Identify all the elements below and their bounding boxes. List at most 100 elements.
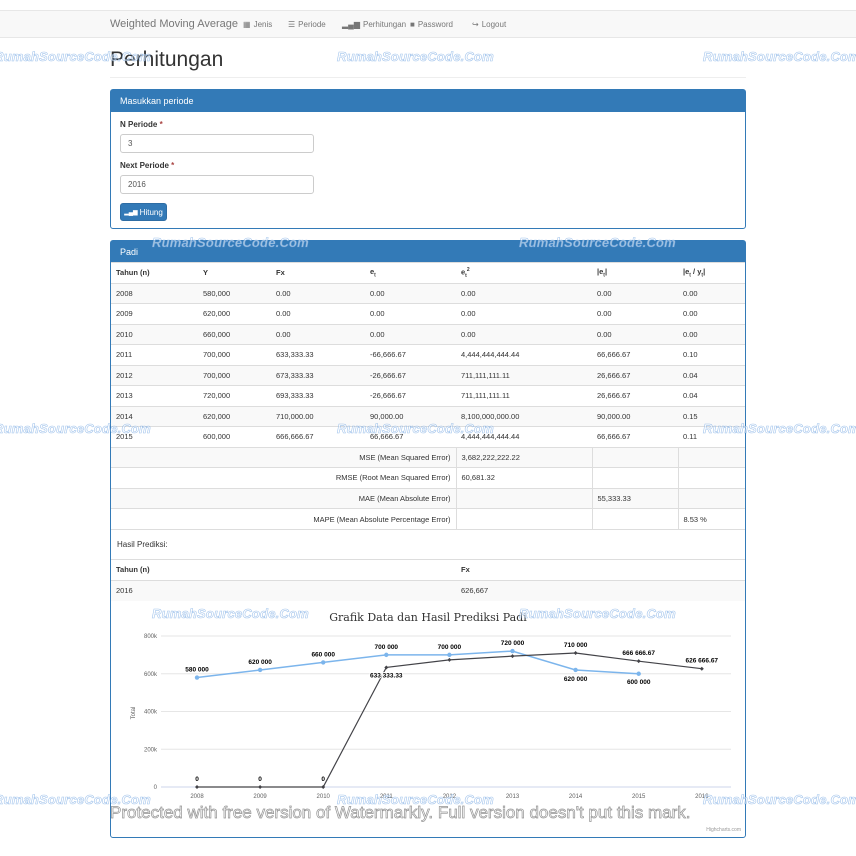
table-cell: 0.00	[271, 303, 365, 324]
data-point[interactable]	[636, 659, 641, 664]
x-tick-label: 2012	[443, 794, 457, 800]
data-label: 720 000	[501, 640, 525, 647]
data-label: 660 000	[311, 651, 335, 658]
nav-item-password[interactable]: ■ Password	[410, 20, 453, 29]
calculation-table: Tahun (n) Y Fx et et2 |et| |et / yt| 200…	[111, 262, 745, 529]
prediction-table: Tahun (n) Fx 2016 626,667	[111, 559, 745, 601]
data-label: 0	[258, 776, 262, 783]
table-cell: 4,444,444,444.44	[456, 344, 592, 365]
data-point[interactable]	[258, 785, 263, 789]
hasil-prediksi-label: Hasil Prediksi:	[111, 529, 745, 559]
data-point[interactable]	[447, 657, 452, 662]
table-cell: 66,666.67	[365, 426, 456, 447]
mape-value: 8.53 %	[677, 508, 745, 529]
x-tick-label: 2010	[317, 794, 331, 800]
table-cell: 90,000.00	[592, 405, 678, 427]
data-label: 700 000	[375, 644, 399, 651]
table-row: 2008 580,000 0.00 0.00 0.00 0.00 0.00	[111, 282, 745, 304]
data-label: 626 666.67	[686, 658, 719, 665]
table-cell: 0.04	[678, 385, 745, 406]
pred-value: 626,667	[456, 579, 745, 601]
table-cell: 0.00	[592, 282, 678, 304]
data-point[interactable]	[321, 660, 326, 665]
y-tick-label: 400k	[144, 710, 158, 716]
mse-label: MSE (Mean Squared Error)	[111, 446, 456, 468]
table-cell: 90,000.00	[365, 405, 456, 427]
navbar: Weighted Moving Average ▦ Jenis ☰ Period…	[0, 10, 856, 38]
table-row: 2011 700,000 633,333.33 -66,666.67 4,444,444…	[111, 344, 745, 365]
table-row: 2009 620,000 0.00 0.00 0.00 0.00 0.00	[111, 303, 745, 324]
data-point[interactable]	[510, 648, 515, 654]
bar-chart-icon: ▂▄▆	[124, 209, 138, 216]
navbar-brand[interactable]: Weighted Moving Average	[110, 18, 239, 30]
col-header: |et|	[592, 262, 678, 283]
table-cell: 660,000	[198, 323, 271, 345]
table-cell: 2010	[111, 323, 198, 345]
x-tick-label: 2016	[695, 794, 709, 800]
nav-item-logout[interactable]: ↪ Logout	[472, 20, 506, 29]
mae-value: 55,333.33	[591, 487, 678, 509]
col-header: Tahun (n)	[111, 262, 198, 283]
table-cell: 2013	[111, 385, 198, 406]
table-cell: -26,666.67	[365, 385, 456, 406]
table-cell: 66,666.67	[592, 426, 678, 447]
chart-credits[interactable]: Highcharts.com	[706, 827, 741, 833]
period-form-panel: Masukkan periode N Periode * 3 Next Peri…	[110, 89, 746, 229]
y-axis-label: Total	[131, 707, 137, 720]
data-point[interactable]	[195, 785, 199, 789]
data-point[interactable]	[384, 665, 389, 670]
data-label: 710 000	[564, 642, 588, 649]
table-cell: 711,111,111.11	[456, 385, 592, 406]
rmse-value: 60,681.32	[455, 467, 592, 488]
rmse-row: RMSE (Root Mean Squared Error) 60,681.32	[111, 467, 745, 488]
table-cell: 673,333.33	[271, 364, 365, 386]
table-cell: 0.00	[365, 303, 456, 324]
watermark-text: RumahSourceCode.Com	[337, 49, 494, 65]
col-header: Tahun (n)	[111, 559, 456, 580]
data-point[interactable]	[636, 671, 641, 676]
y-tick-label: 200k	[144, 747, 158, 753]
data-label: 580 000	[185, 667, 209, 674]
table-cell: 4,444,444,444.44	[456, 426, 592, 447]
col-header: et	[365, 262, 456, 283]
footer-watermark: Protected with free version of Watermark…	[110, 803, 691, 823]
table-cell: 0.00	[271, 323, 365, 345]
table-cell: 0.00	[365, 323, 456, 345]
table-cell: 2009	[111, 303, 198, 324]
table-cell: 2015	[111, 426, 198, 447]
n-periode-input[interactable]: 3	[120, 134, 314, 153]
data-point[interactable]	[510, 654, 515, 659]
data-point[interactable]	[447, 652, 452, 658]
data-point[interactable]	[321, 785, 326, 789]
data-point[interactable]	[573, 650, 578, 655]
table-row: 2015 600,000 666,666.67 66,666.67 4,444,444,…	[111, 426, 745, 447]
table-cell: 2014	[111, 405, 198, 427]
data-point[interactable]	[257, 667, 263, 673]
watermark-text: RumahSourceCode.Com	[703, 49, 856, 65]
lock-icon: ■	[410, 20, 415, 29]
table-cell: 0.00	[271, 282, 365, 304]
result-panel: Padi Tahun (n) Y Fx et et2 |et| |et / yt…	[110, 240, 746, 838]
nav-item-label: Periode	[298, 20, 326, 29]
table-cell: 693,333.33	[271, 385, 365, 406]
data-point[interactable]	[194, 675, 200, 680]
pred-year: 2016	[111, 579, 456, 601]
next-periode-label: Next Periode *	[120, 161, 175, 170]
table-cell: 0.04	[678, 364, 745, 386]
data-point[interactable]	[384, 652, 389, 658]
nav-item-label: Password	[417, 20, 453, 29]
table-cell: 710,000.00	[271, 405, 365, 427]
nav-item-periode[interactable]: ☰ Periode	[288, 20, 326, 29]
data-point[interactable]	[699, 666, 704, 671]
nav-item-jenis[interactable]: ▦ Jenis	[243, 20, 272, 29]
table-cell: 600,000	[198, 426, 271, 447]
table-cell: 26,666.67	[592, 364, 678, 386]
x-tick-label: 2015	[632, 794, 646, 800]
next-periode-input[interactable]: 2016	[120, 175, 314, 194]
table-cell: 2011	[111, 344, 198, 365]
nav-item-perhitungan[interactable]: ▂▄▆ Perhitungan	[342, 20, 406, 29]
hitung-button[interactable]: ▂▄▆ Hitung	[120, 203, 167, 221]
table-cell: 700,000	[198, 364, 271, 386]
data-point[interactable]	[573, 667, 578, 673]
title-divider	[110, 77, 746, 78]
